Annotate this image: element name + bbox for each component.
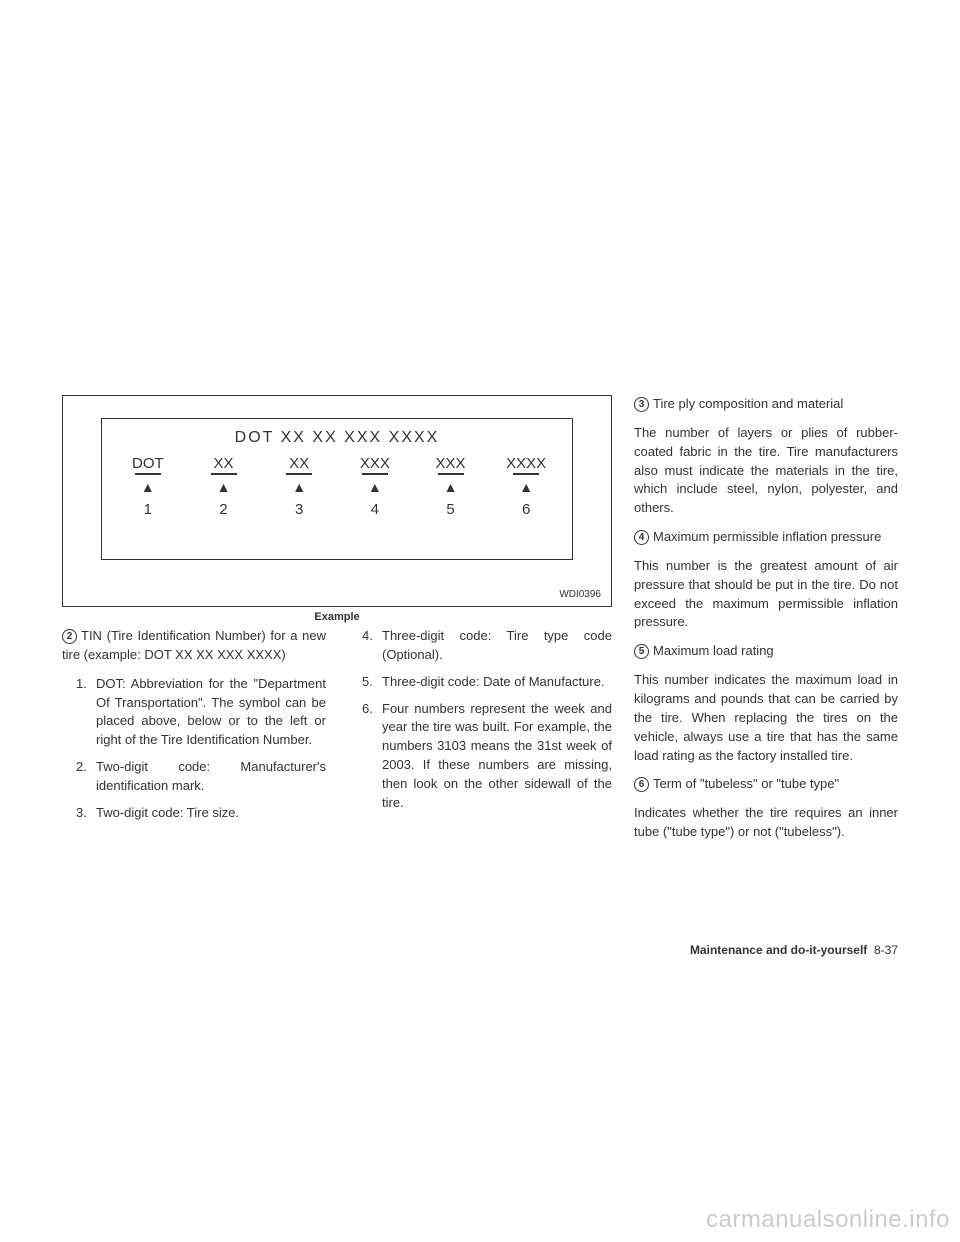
up-arrow-icon: ▲ — [413, 479, 489, 495]
block-body: This number indicates the maximum load i… — [634, 671, 898, 765]
list-item: 6. Four numbers represent the week and y… — [362, 700, 612, 813]
up-arrow-icon: ▲ — [337, 479, 413, 495]
list-num: 1. — [76, 675, 96, 750]
list-num: 3. — [76, 804, 96, 823]
footer-section: Maintenance and do-it-yourself — [690, 943, 867, 957]
dot-seg-1: DOT ▲ 1 — [110, 455, 186, 518]
seg-num: 1 — [110, 501, 186, 518]
circled-number: 4 — [634, 530, 649, 545]
column-1: 2TIN (Tire Identification Number) for a … — [62, 627, 326, 831]
block-title-text: Tire ply composition and material — [653, 396, 843, 411]
seg-text: XXX — [337, 455, 413, 472]
list-text: Two-digit code: Manufacturer's identific… — [96, 758, 326, 796]
list-text: Three-digit code: Tire type code (Option… — [382, 627, 612, 665]
figure-code: WDI0396 — [559, 589, 601, 600]
list-num: 4. — [362, 627, 382, 665]
seg-underline — [438, 473, 464, 475]
watermark: carmanualsonline.info — [706, 1206, 950, 1234]
up-arrow-icon: ▲ — [110, 479, 186, 495]
circled-number: 6 — [634, 777, 649, 792]
seg-underline — [286, 473, 312, 475]
column-2: 4. Three-digit code: Tire type code (Opt… — [348, 627, 612, 831]
seg-num: 6 — [488, 501, 564, 518]
seg-text: XX — [261, 455, 337, 472]
dot-seg-4: XXX ▲ 4 — [337, 455, 413, 518]
block-title: 6 Term of "tubeless" or "tube type" — [634, 775, 898, 794]
list-item: 5. Three-digit code: Date of Manufacture… — [362, 673, 612, 692]
circled-number: 2 — [62, 629, 77, 644]
seg-num: 5 — [413, 501, 489, 518]
dot-seg-6: XXXX ▲ 6 — [488, 455, 564, 518]
column-3: 3 Tire ply composition and material The n… — [634, 395, 898, 852]
list-item: 4. Three-digit code: Tire type code (Opt… — [362, 627, 612, 665]
list-text: Four numbers represent the week and year… — [382, 700, 612, 813]
list-text: Two-digit code: Tire size. — [96, 804, 326, 823]
up-arrow-icon: ▲ — [488, 479, 564, 495]
block-title: 5 Maximum load rating — [634, 642, 898, 661]
page-footer: Maintenance and do-it-yourself 8-37 — [690, 943, 898, 957]
block-body: Indicates whether the tire requires an i… — [634, 804, 898, 842]
seg-num: 4 — [337, 501, 413, 518]
block-title-text: Maximum load rating — [653, 643, 774, 658]
list-item: 2. Two-digit code: Manufacturer's identi… — [76, 758, 326, 796]
seg-underline — [513, 473, 539, 475]
block-title: 4 Maximum permissible inflation pressure — [634, 528, 898, 547]
block-body: The number of layers or plies of rubber-… — [634, 424, 898, 518]
dot-seg-2: XX ▲ 2 — [186, 455, 262, 518]
seg-text: DOT — [110, 455, 186, 472]
list-text: Three-digit code: Date of Manufacture. — [382, 673, 612, 692]
seg-underline — [362, 473, 388, 475]
col2-list: 4. Three-digit code: Tire type code (Opt… — [348, 627, 612, 813]
tin-diagram: DOT XX XX XXX XXXX DOT ▲ 1 XX ▲ 2 XX — [62, 395, 612, 607]
page-content: DOT XX XX XXX XXXX DOT ▲ 1 XX ▲ 2 XX — [62, 395, 898, 831]
seg-num: 2 — [186, 501, 262, 518]
list-item: 3. Two-digit code: Tire size. — [76, 804, 326, 823]
list-item: 1. DOT: Abbreviation for the "Department… — [76, 675, 326, 750]
seg-text: XX — [186, 455, 262, 472]
list-text: DOT: Abbreviation for the "Department Of… — [96, 675, 326, 750]
dot-title-line: DOT XX XX XXX XXXX — [235, 429, 440, 447]
dot-segments-row: DOT ▲ 1 XX ▲ 2 XX ▲ 3 X — [102, 455, 572, 518]
list-num: 2. — [76, 758, 96, 796]
seg-text: XXXX — [488, 455, 564, 472]
tin-intro: 2TIN (Tire Identification Number) for a … — [62, 627, 326, 665]
seg-underline — [135, 473, 161, 475]
block-title-text: Term of "tubeless" or "tube type" — [653, 776, 839, 791]
circled-number: 3 — [634, 397, 649, 412]
tin-inner-box: DOT XX XX XXX XXXX DOT ▲ 1 XX ▲ 2 XX — [101, 418, 573, 560]
block-body: This number is the greatest amount of ai… — [634, 557, 898, 632]
footer-page: 8-37 — [874, 943, 898, 957]
block-title: 3 Tire ply composition and material — [634, 395, 898, 414]
seg-underline — [211, 473, 237, 475]
example-label: Example — [62, 611, 612, 623]
col1-list: 1. DOT: Abbreviation for the "Department… — [62, 675, 326, 823]
up-arrow-icon: ▲ — [186, 479, 262, 495]
list-num: 5. — [362, 673, 382, 692]
list-num: 6. — [362, 700, 382, 813]
dot-seg-5: XXX ▲ 5 — [413, 455, 489, 518]
block-title-text: Maximum permissible inflation pressure — [653, 529, 881, 544]
up-arrow-icon: ▲ — [261, 479, 337, 495]
dot-seg-3: XX ▲ 3 — [261, 455, 337, 518]
circled-number: 5 — [634, 644, 649, 659]
seg-text: XXX — [413, 455, 489, 472]
tin-intro-text: TIN (Tire Identification Number) for a n… — [62, 628, 326, 662]
seg-num: 3 — [261, 501, 337, 518]
